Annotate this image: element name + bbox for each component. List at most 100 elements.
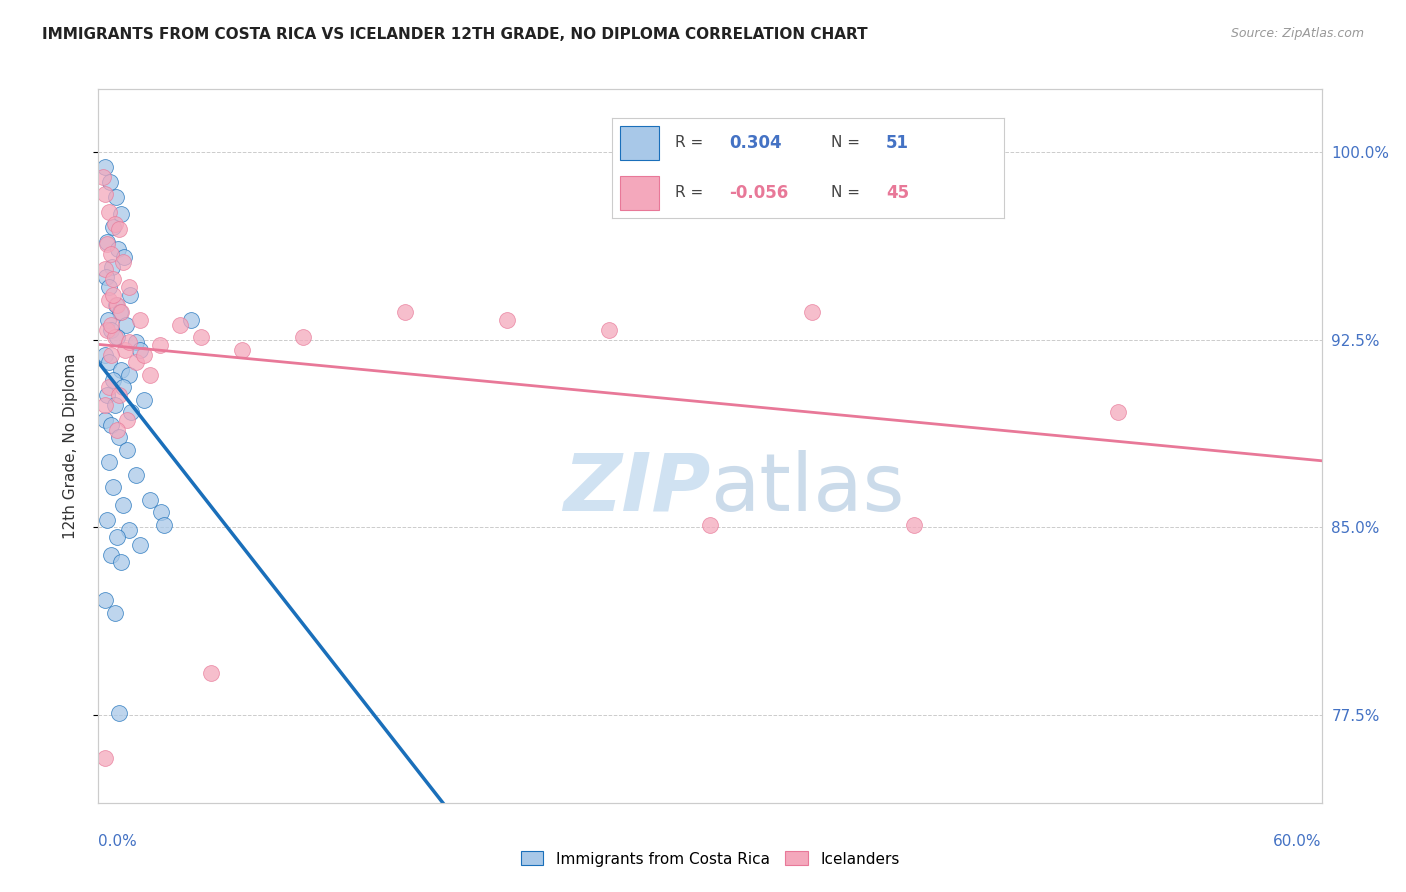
- Point: [124, 355, 146, 369]
- Text: -0.056: -0.056: [730, 184, 789, 202]
- Point: [190, 330, 212, 344]
- Point: [97, 312, 120, 326]
- Point: [98, 455, 121, 469]
- Point: [91, 169, 114, 184]
- Point: [118, 287, 141, 301]
- Point: [94, 398, 117, 412]
- Text: Source: ZipAtlas.com: Source: ZipAtlas.com: [1230, 27, 1364, 40]
- Y-axis label: 12th Grade, No Diploma: 12th Grade, No Diploma: [63, 353, 77, 539]
- Point: [153, 517, 176, 532]
- Point: [124, 335, 146, 350]
- Point: [112, 255, 135, 269]
- Point: [128, 312, 150, 326]
- Point: [495, 312, 517, 326]
- Point: [139, 492, 162, 507]
- Point: [108, 222, 131, 236]
- Point: [101, 480, 124, 494]
- Text: 60.0%: 60.0%: [1274, 834, 1322, 849]
- Bar: [620, 126, 659, 160]
- Point: [94, 262, 117, 277]
- Point: [105, 530, 128, 544]
- Point: [110, 362, 132, 376]
- Point: [112, 380, 135, 394]
- Point: [115, 318, 138, 332]
- Point: [132, 348, 155, 362]
- Point: [100, 247, 122, 261]
- Text: R =: R =: [675, 186, 709, 200]
- Point: [107, 243, 129, 257]
- Point: [110, 305, 132, 319]
- Point: [108, 430, 131, 444]
- Point: [96, 322, 118, 336]
- Point: [801, 305, 824, 319]
- Text: N =: N =: [831, 136, 865, 150]
- Point: [101, 373, 124, 387]
- Point: [108, 387, 131, 401]
- Point: [394, 305, 416, 319]
- Point: [94, 750, 117, 764]
- Text: ZIP: ZIP: [562, 450, 710, 528]
- Point: [101, 219, 124, 234]
- Point: [112, 498, 135, 512]
- Point: [101, 272, 124, 286]
- Point: [104, 218, 127, 232]
- Point: [98, 380, 121, 394]
- Point: [128, 538, 150, 552]
- Point: [94, 348, 117, 362]
- Point: [139, 368, 162, 382]
- Point: [100, 318, 122, 332]
- Point: [110, 207, 132, 221]
- Bar: [620, 176, 659, 210]
- Point: [98, 355, 121, 369]
- Point: [100, 260, 122, 274]
- Point: [117, 442, 139, 457]
- Point: [94, 270, 117, 285]
- Point: [117, 413, 139, 427]
- Point: [110, 556, 132, 570]
- Point: [118, 523, 141, 537]
- Text: atlas: atlas: [710, 450, 904, 528]
- Text: 0.0%: 0.0%: [98, 834, 138, 849]
- Text: 0.304: 0.304: [730, 134, 782, 152]
- Point: [93, 160, 115, 174]
- Point: [98, 293, 121, 307]
- Point: [231, 343, 253, 357]
- Point: [98, 205, 121, 219]
- Point: [118, 368, 141, 382]
- Point: [96, 846, 118, 860]
- Point: [108, 305, 131, 319]
- Point: [94, 593, 117, 607]
- Point: [100, 322, 122, 336]
- Point: [94, 413, 117, 427]
- Point: [118, 335, 141, 350]
- Point: [124, 467, 146, 482]
- Point: [108, 706, 131, 720]
- Point: [149, 337, 172, 351]
- Text: IMMIGRANTS FROM COSTA RICA VS ICELANDER 12TH GRADE, NO DIPLOMA CORRELATION CHART: IMMIGRANTS FROM COSTA RICA VS ICELANDER …: [42, 27, 868, 42]
- Point: [100, 348, 122, 362]
- Point: [96, 387, 118, 401]
- Text: 45: 45: [886, 184, 910, 202]
- Text: 51: 51: [886, 134, 910, 152]
- Point: [96, 513, 118, 527]
- Point: [104, 398, 127, 412]
- Point: [104, 606, 127, 620]
- Point: [105, 330, 128, 344]
- Point: [112, 250, 135, 264]
- Point: [291, 330, 314, 344]
- Legend: Immigrants from Costa Rica, Icelanders: Immigrants from Costa Rica, Icelanders: [520, 852, 900, 866]
- Point: [903, 517, 925, 532]
- Point: [105, 297, 128, 311]
- Point: [598, 322, 620, 336]
- Point: [96, 235, 118, 249]
- Point: [129, 343, 152, 357]
- Point: [118, 280, 141, 294]
- Text: N =: N =: [831, 186, 865, 200]
- Point: [96, 237, 118, 252]
- Point: [105, 423, 128, 437]
- Point: [120, 405, 142, 419]
- Point: [104, 190, 127, 204]
- Point: [169, 318, 191, 332]
- Point: [200, 665, 222, 680]
- Text: R =: R =: [675, 136, 709, 150]
